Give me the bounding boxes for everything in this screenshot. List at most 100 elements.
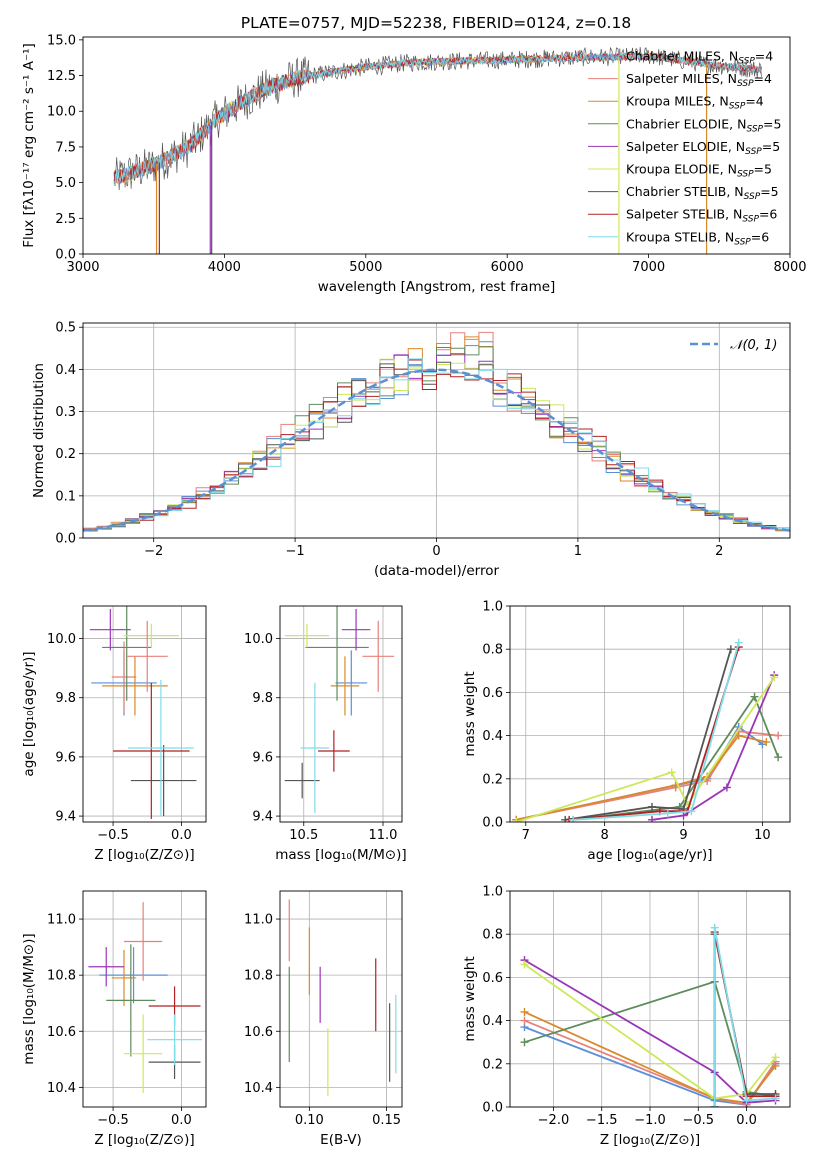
panel-mass_vs_Z: −0.5 0.0 10.4 10.6 10.8 11.0 Z [log₁₀(Z/Z⊙)] ma… xyxy=(21,890,207,1148)
panel-weight_vs_Z: −2.0 −1.5 −1.0 −0.5 0.0 0.0 0.2 0.4 0.6 0.8 1.0 Z [… xyxy=(462,885,791,1148)
weight-marker-salpeter_elodie xyxy=(722,783,731,792)
y-axis-label: age [log₁₀(age/yr)] xyxy=(21,651,37,776)
weight-marker-kroupa_elodie xyxy=(770,673,779,682)
weight-marker-kroupa_miles xyxy=(771,1061,780,1070)
weight-marker-kroupa_miles xyxy=(762,738,771,747)
legend-subscript: SSP xyxy=(737,79,754,89)
weight-line-salpeter_stelib xyxy=(569,646,740,821)
x-tick-label: 8 xyxy=(601,828,609,843)
weight-marker-kroupa_elodie xyxy=(512,818,521,822)
weight-marker-kroupa_stelib xyxy=(569,815,578,822)
weight-line-kroupa_elodie xyxy=(516,676,775,822)
legend-label: Chabrier MILES, NSSP=4 xyxy=(626,49,773,67)
legend-label: Salpeter MILES, NSSP=4 xyxy=(626,71,772,89)
y-tick-label: 10.4 xyxy=(47,1081,76,1096)
x-tick-label: 3000 xyxy=(66,260,99,275)
plot-layer xyxy=(113,46,762,254)
plot-layer xyxy=(89,606,197,820)
axes-frame xyxy=(509,890,791,1108)
grid-layer xyxy=(280,891,402,1107)
y-axis-label: Normed distribution xyxy=(31,363,47,498)
legend-label: 𝒩(0, 1) xyxy=(730,338,777,353)
x-tick-label: 4000 xyxy=(208,260,241,275)
weight-line-kroupa_stelib xyxy=(713,927,776,1107)
y-tick-label: 9.8 xyxy=(55,691,76,706)
spectrum-line-kroupa_stelib xyxy=(113,51,762,185)
axes-frame xyxy=(279,890,403,1108)
legend-subscript: SSP xyxy=(738,57,755,67)
y-tick-label: 0.6 xyxy=(482,686,503,701)
weight-line-kroupa_elodie xyxy=(523,963,777,1100)
weight-marker-kroupa_stelib xyxy=(742,1096,751,1105)
x-axis-label: mass [log₁₀(M/M⊙)] xyxy=(275,847,406,863)
weight-line-salpeter_elodie xyxy=(524,959,776,1104)
y-tick-label: 0.2 xyxy=(55,447,76,462)
x-axis-label: E(B-V) xyxy=(320,1132,362,1148)
x-tick-label: 0.0 xyxy=(171,1113,192,1128)
x-tick-label: −2 xyxy=(144,544,163,559)
y-tick-label: 10.0 xyxy=(47,632,76,647)
weight-marker-chabrier_elodie xyxy=(750,692,759,701)
weight-marker-kroupa_stelib xyxy=(734,638,743,647)
x-tick-label: −1 xyxy=(286,544,305,559)
y-tick-label: 0.3 xyxy=(55,405,76,420)
y-tick-label: 11.0 xyxy=(47,913,76,928)
weight-marker-chabrier_stelib xyxy=(726,645,735,654)
panel-spectrum: 3000 4000 5000 6000 7000 8000 0.0 2.5 5.0 7.5 10.0… xyxy=(21,33,807,295)
x-axis-label: (data-model)/error xyxy=(374,563,500,579)
weight-marker-kroupa_elodie xyxy=(520,960,529,969)
x-tick-label: 0.0 xyxy=(736,1113,757,1128)
axes-frame xyxy=(82,36,791,255)
weight-marker-kroupa_miles xyxy=(734,731,743,740)
x-tick-label: −1.5 xyxy=(586,1113,618,1128)
legend-subscript: SSP xyxy=(737,170,754,180)
weight-marker-salpeter_miles xyxy=(774,731,783,740)
weight-marker-kroupa_stelib xyxy=(710,1103,719,1107)
x-tick-label: 6000 xyxy=(491,260,524,275)
y-tick-label: 0.2 xyxy=(482,1057,503,1072)
axes-frame xyxy=(82,605,207,823)
x-tick-label: 10.5 xyxy=(289,828,318,843)
legend-count: =5 xyxy=(760,184,778,199)
legend-count: =6 xyxy=(751,229,769,244)
legend-count: =5 xyxy=(763,116,781,131)
y-tick-label: 10.8 xyxy=(244,969,273,984)
weight-marker-kroupa_stelib xyxy=(687,807,696,816)
x-tick-label: 9 xyxy=(679,828,687,843)
legend-subscript: SSP xyxy=(745,147,762,157)
y-tick-label: 9.4 xyxy=(252,810,273,825)
x-tick-label: 11.0 xyxy=(369,828,398,843)
x-tick-label: 2 xyxy=(715,544,723,559)
y-tick-label: 9.8 xyxy=(252,691,273,706)
weight-marker-kroupa_stelib xyxy=(771,1094,780,1103)
y-tick-label: 9.4 xyxy=(55,810,76,825)
plot-layer xyxy=(88,902,202,1093)
legend-count: =6 xyxy=(759,207,777,222)
x-tick-label: 7 xyxy=(522,828,530,843)
y-tick-label: 10.6 xyxy=(47,1025,76,1040)
plot-layer xyxy=(288,899,397,1096)
legend-subscript: SSP xyxy=(744,192,761,202)
weight-marker-chabrier_elodie xyxy=(520,1038,529,1047)
legend-subscript: SSP xyxy=(734,237,751,247)
y-axis-label: mass weight xyxy=(462,956,478,1041)
legend-subscript: SSP xyxy=(746,124,763,134)
weight-marker-chabrier_elodie xyxy=(774,753,783,762)
plot-layer xyxy=(520,923,780,1107)
spectrum-line-chabrier_stelib xyxy=(113,46,762,191)
panel-age_vs_Z: −0.5 0.0 9.4 9.6 9.8 10.0 Z [log₁₀(Z/Z⊙)] age [… xyxy=(21,605,207,863)
legend-count: =4 xyxy=(754,71,772,86)
y-tick-label: 10.0 xyxy=(244,632,273,647)
x-tick-label: 7000 xyxy=(632,260,665,275)
axes-frame xyxy=(82,322,791,539)
legend-label: Salpeter ELODIE, NSSP=5 xyxy=(626,139,780,157)
panel-residuals: −2 −1 0 1 2 0.0 0.1 0.2 0.3 0.4 0.5 (data-model)/er… xyxy=(31,321,791,579)
panel-mass_vs_ebv: 0.10 0.15 10.4 10.6 10.8 11.0 E(B-V) xyxy=(244,890,403,1148)
y-tick-label: 11.0 xyxy=(244,913,273,928)
x-axis-label: Z [log₁₀(Z/Z⊙)] xyxy=(94,847,194,863)
plot-layer xyxy=(512,638,783,822)
y-tick-label: 0.4 xyxy=(482,729,503,744)
weight-marker-chabrier_stelib xyxy=(647,802,656,811)
legend-count: =4 xyxy=(755,49,773,64)
